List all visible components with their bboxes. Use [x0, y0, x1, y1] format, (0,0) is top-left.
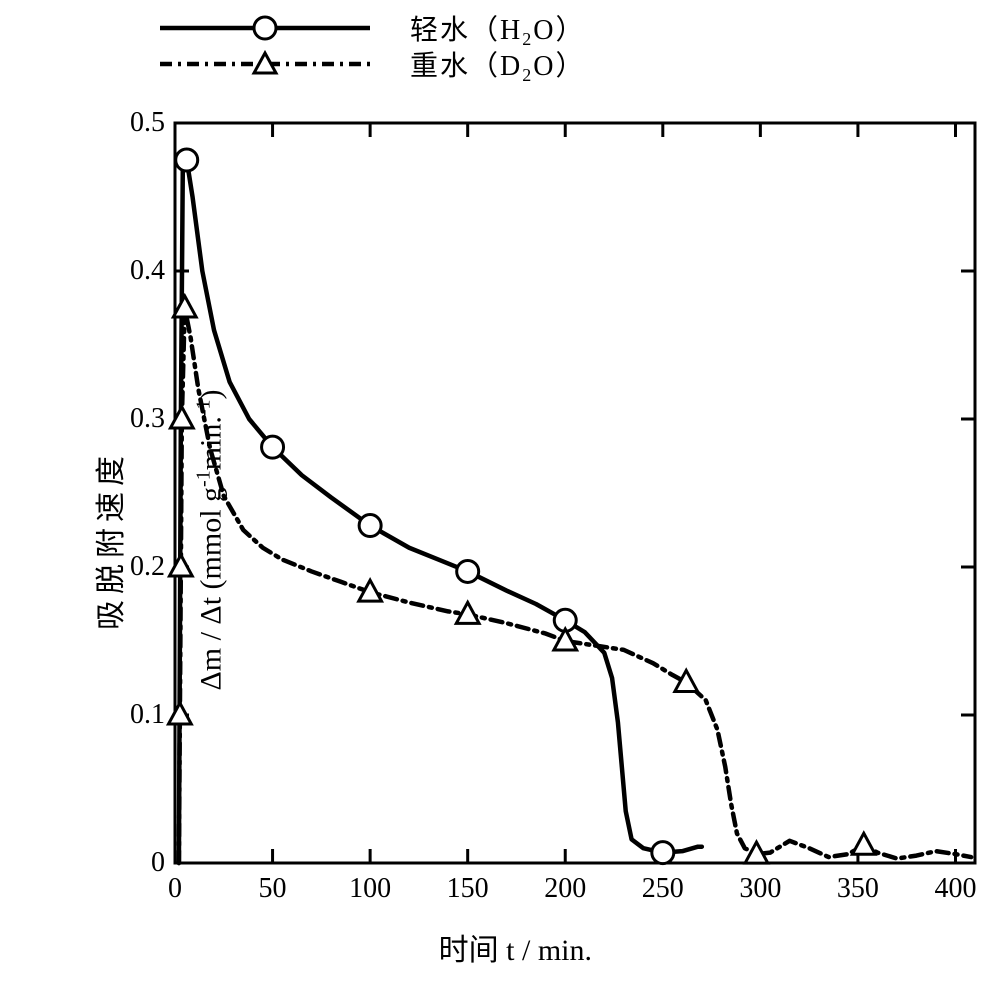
legend-label-h2o: 轻水（H2O） [410, 8, 585, 48]
plot-area [0, 105, 995, 963]
legend-line-h2o [160, 13, 370, 43]
x-axis-label: 时间 t / min. [439, 925, 592, 969]
legend-line-d2o [160, 49, 370, 79]
legend-label-d2o: 重水（D2O） [410, 44, 585, 84]
legend: 轻水（H2O） 重水（D2O） [160, 10, 585, 82]
page: 轻水（H2O） 重水（D2O） 吸脱附速度 Δm / Δt (mmol g-1m… [0, 0, 1000, 985]
chart: 吸脱附速度 Δm / Δt (mmol g-1min.-1) 00.10.20.… [0, 105, 1000, 975]
legend-item-h2o: 轻水（H2O） [160, 10, 585, 46]
legend-item-d2o: 重水（D2O） [160, 46, 585, 82]
